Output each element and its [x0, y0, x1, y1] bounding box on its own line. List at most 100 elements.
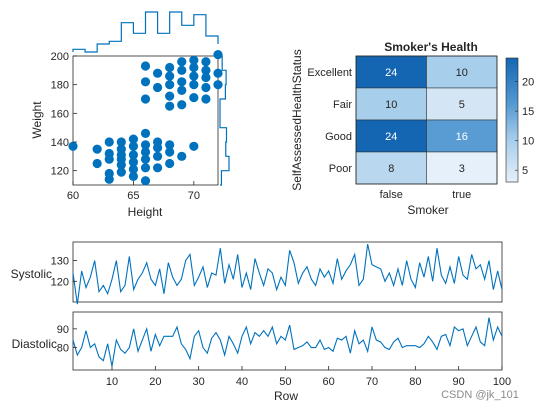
heatmap-cell	[426, 151, 498, 185]
colorbar-segment	[506, 64, 518, 68]
heatmap-cell	[426, 55, 498, 89]
heatmap-cells: 24 10 10 5 24 16 8 3	[355, 55, 498, 185]
systolic-ytick-label: 120	[51, 276, 69, 288]
scatter-point	[152, 151, 163, 161]
scatter-point	[152, 163, 163, 173]
colorbar-segment	[506, 113, 518, 118]
diastolic-series-line	[72, 317, 503, 367]
heatmap-xlabel: Smoker	[407, 203, 448, 217]
colorbar-segment	[506, 172, 518, 177]
scatter-point	[165, 62, 175, 73]
right-histogram-stairs	[219, 55, 230, 186]
colorbar-tick-label: 20	[522, 77, 534, 89]
systolic-axes: 120 130	[51, 241, 503, 305]
scatter-xtick-label: 60	[67, 190, 79, 202]
colorbar-segment	[506, 132, 518, 136]
scatter-points	[68, 49, 223, 186]
scatter-point	[201, 82, 211, 93]
heatmap-cell	[426, 119, 498, 153]
colorbar-segment	[506, 138, 518, 143]
colorbar-segment	[506, 101, 518, 105]
heatmap-cell-value: 5	[459, 99, 465, 111]
colorbar-segment	[506, 61, 518, 65]
heatmap-chart: Smoker's Health 24 10 10 5 24 16 8 3 Excellent F…	[290, 40, 534, 217]
scatter-point	[189, 71, 199, 81]
colorbar-segment	[506, 76, 518, 81]
stacked-xticks: 10 20 30 40 50 60 70 80 90 100	[106, 366, 511, 388]
scatter-point	[189, 55, 199, 65]
scatter-point	[116, 137, 126, 147]
scatter-point	[104, 148, 114, 159]
colorbar-segment	[506, 58, 518, 62]
stacked-line-chart: 120 130 80 90 Systolic Diastolic 10 20 30 40 5…	[11, 241, 511, 403]
scatter-point	[177, 85, 187, 95]
scatter-xtick-label: 65	[127, 190, 139, 202]
scatter-ytick-label: 140	[51, 137, 69, 149]
colorbar-segment	[506, 147, 518, 152]
scatter-point	[189, 92, 199, 103]
scatter-point	[140, 140, 151, 150]
scatter-point	[116, 167, 126, 177]
colorbar-segment	[506, 70, 518, 74]
scatter-point	[165, 71, 175, 81]
colorbar-segment	[506, 89, 518, 93]
stacked-xtick-label: 30	[193, 376, 205, 388]
heatmap-cell-value: 24	[385, 131, 397, 143]
heatmap-ytick-label: Fair	[333, 99, 352, 111]
scatter-point	[116, 144, 126, 154]
stacked-xtick-label: 10	[106, 376, 118, 388]
scatter-point	[165, 101, 175, 111]
scatter-point	[201, 94, 211, 104]
scatter-xlabel: Height	[128, 205, 163, 219]
diastolic-axes-box	[72, 311, 503, 371]
colorbar-segment	[506, 126, 518, 130]
heatmap-cell-value: 24	[385, 67, 397, 79]
colorbar-segment	[506, 169, 518, 174]
systolic-ytick-label: 130	[51, 256, 69, 268]
colorbar-segment	[506, 175, 518, 180]
scatter-point	[140, 128, 151, 138]
scatter-point	[140, 77, 151, 87]
scatter-point	[116, 154, 126, 164]
systolic-series-line	[72, 243, 503, 305]
colorbar-segment	[506, 160, 518, 164]
colorbar-segment	[506, 123, 518, 127]
scatter-ylabel: Weight	[30, 101, 44, 139]
colorbar-segment	[506, 120, 518, 124]
right-histogram	[219, 55, 230, 186]
heatmap-cell	[355, 119, 427, 153]
scatter-ytick-label: 160	[51, 108, 69, 120]
scatter-point	[201, 72, 211, 83]
scatter-point	[92, 158, 102, 169]
heatmap-cell	[426, 87, 498, 121]
scatter-point	[189, 141, 199, 151]
scatter-point	[177, 65, 187, 75]
scatter-point	[128, 150, 139, 160]
colorbar-segment	[506, 79, 518, 84]
colorbar-tick-label: 5	[522, 165, 528, 177]
diastolic-ytick-label: 80	[57, 343, 69, 355]
heatmap-ytick-label: Poor	[329, 163, 353, 175]
heatmap-cell-value: 16	[456, 131, 468, 143]
scatter-point	[140, 147, 151, 157]
colorbar-segment	[506, 151, 518, 155]
heatmap-title: Smoker's Health	[384, 40, 478, 54]
heatmap-border	[355, 55, 498, 185]
scatter-point	[177, 151, 187, 161]
scatter-point	[68, 141, 78, 151]
stacked-sys-label: Systolic	[11, 267, 52, 281]
scatter-point	[213, 80, 223, 90]
scatter-point	[152, 137, 163, 147]
colorbar-segment	[506, 110, 518, 115]
colorbar-segment	[506, 85, 518, 90]
scatter-point	[104, 137, 114, 147]
scatter-point	[165, 147, 175, 157]
colorbar-segment	[506, 107, 518, 112]
stacked-xtick-label: 80	[409, 376, 421, 388]
scatter-point	[165, 158, 175, 169]
diastolic-axes: 80 90	[57, 311, 503, 371]
scatter-ticks: 60 65 70 120 140 160 180 200	[51, 51, 200, 202]
scatter-point	[201, 65, 211, 75]
scatter-point	[201, 57, 211, 67]
